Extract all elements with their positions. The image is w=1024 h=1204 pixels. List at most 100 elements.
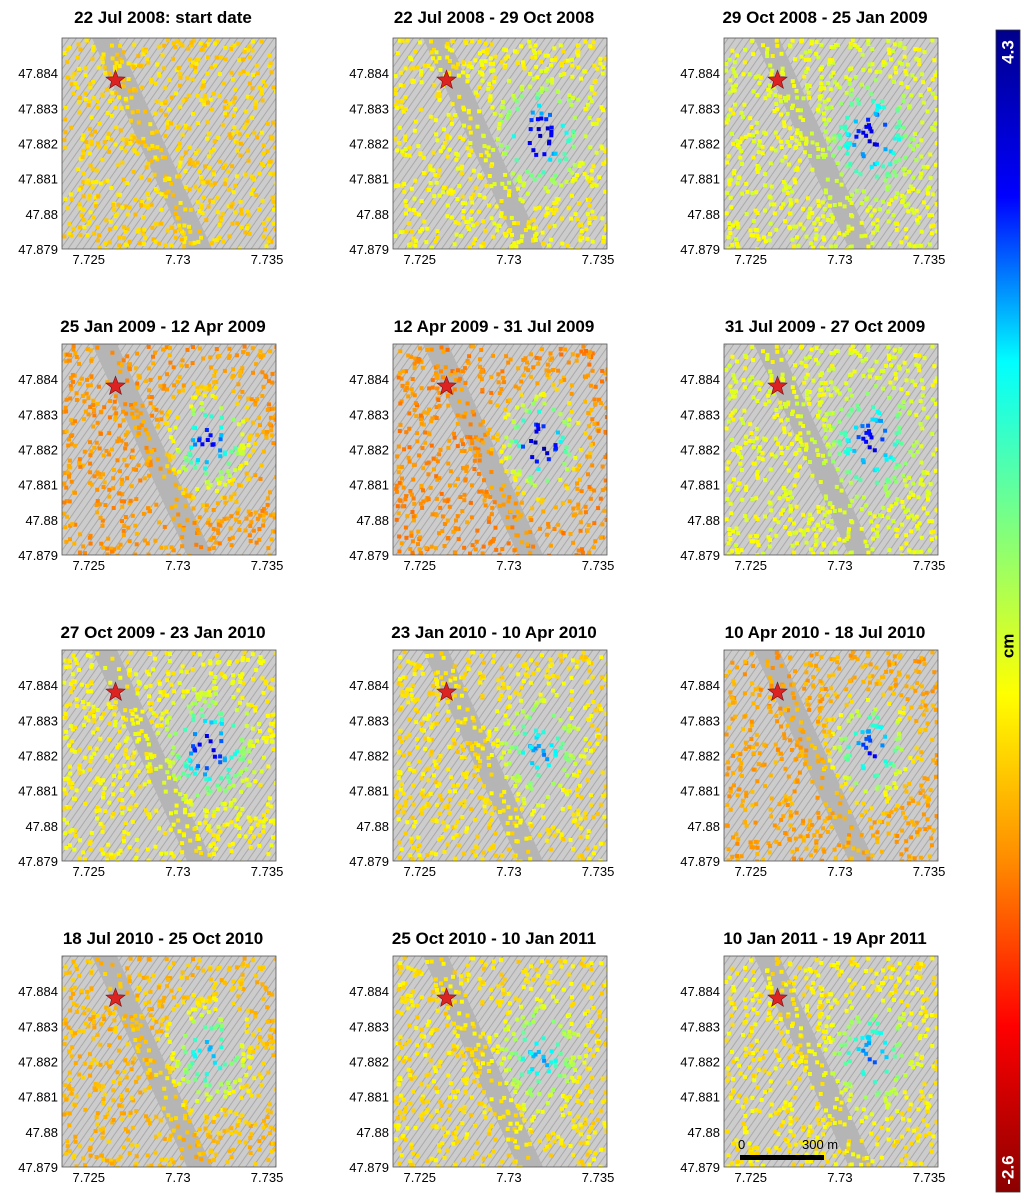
displacement-point	[530, 506, 535, 511]
displacement-point	[587, 354, 591, 359]
displacement-point	[571, 846, 576, 851]
displacement-point	[183, 456, 188, 460]
displacement-point	[497, 552, 502, 555]
displacement-point	[525, 542, 530, 547]
displacement-point	[771, 85, 776, 90]
displacement-point	[564, 445, 569, 449]
displacement-point	[126, 831, 131, 836]
displacement-point	[487, 427, 492, 432]
displacement-point	[180, 664, 185, 669]
displacement-point	[406, 761, 411, 766]
displacement-point	[176, 755, 181, 760]
displacement-point	[539, 111, 544, 116]
displacement-point	[165, 770, 170, 775]
displacement-point	[918, 549, 923, 554]
displacement-point	[64, 729, 69, 734]
displacement-point	[153, 81, 158, 86]
displacement-point	[586, 472, 590, 477]
displacement-point	[257, 85, 262, 90]
displacement-point	[200, 84, 205, 89]
displacement-point	[456, 782, 460, 787]
displacement-point	[186, 46, 191, 51]
displacement-point	[537, 205, 542, 210]
displacement-point	[203, 772, 207, 777]
displacement-point	[449, 215, 454, 220]
displacement-point	[887, 174, 892, 179]
displacement-point	[91, 709, 96, 714]
displacement-point	[868, 92, 873, 97]
displacement-point	[460, 509, 465, 513]
displacement-point	[461, 466, 465, 471]
displacement-point	[934, 162, 938, 167]
displacement-point	[481, 850, 486, 855]
displacement-point	[789, 442, 794, 446]
displacement-point	[517, 176, 521, 181]
displacement-point	[874, 384, 879, 389]
displacement-point	[922, 356, 927, 361]
displacement-point	[551, 407, 556, 412]
displacement-point	[599, 655, 604, 660]
displacement-point	[196, 530, 201, 535]
displacement-point	[794, 198, 799, 203]
displacement-point	[750, 191, 755, 195]
displacement-point	[794, 436, 799, 441]
displacement-point	[870, 368, 875, 373]
displacement-point	[796, 243, 801, 248]
displacement-point	[148, 768, 153, 773]
displacement-point	[477, 795, 482, 800]
displacement-point	[111, 202, 116, 207]
displacement-point	[544, 213, 549, 218]
displacement-point	[171, 365, 176, 370]
displacement-point	[461, 215, 465, 220]
displacement-point	[424, 461, 429, 466]
displacement-point	[872, 208, 877, 213]
displacement-point	[64, 845, 69, 850]
displacement-point	[271, 172, 276, 177]
displacement-point	[398, 70, 403, 75]
displacement-point	[65, 352, 70, 357]
displacement-point	[503, 56, 508, 61]
displacement-point	[425, 852, 430, 857]
displacement-point	[435, 373, 440, 378]
displacement-point	[465, 146, 470, 151]
displacement-point	[540, 347, 544, 352]
displacement-point	[274, 780, 276, 785]
displacement-point	[417, 547, 422, 552]
displacement-point	[73, 81, 78, 85]
displacement-point	[491, 353, 495, 358]
displacement-point	[271, 747, 276, 752]
displacement-point	[842, 204, 847, 209]
displacement-point	[545, 451, 550, 456]
displacement-point	[446, 445, 451, 450]
displacement-point	[247, 743, 252, 748]
displacement-point	[837, 231, 842, 236]
displacement-point	[63, 196, 68, 201]
displacement-point	[152, 753, 157, 758]
displacement-point	[424, 546, 429, 551]
displacement-point	[447, 59, 452, 63]
displacement-point	[146, 812, 151, 817]
displacement-point	[95, 499, 100, 503]
displacement-point	[728, 384, 733, 389]
displacement-point	[727, 221, 732, 225]
displacement-point	[586, 829, 591, 833]
displacement-point	[434, 513, 439, 518]
displacement-point	[589, 87, 594, 92]
displacement-point	[518, 179, 523, 183]
displacement-point	[506, 525, 511, 530]
displacement-point	[603, 56, 607, 61]
displacement-point	[408, 547, 413, 551]
displacement-point	[152, 172, 157, 177]
displacement-point	[919, 460, 924, 465]
displacement-point	[847, 527, 851, 532]
displacement-point	[118, 775, 122, 780]
displacement-point	[88, 210, 93, 215]
displacement-point	[917, 62, 922, 67]
displacement-point	[479, 175, 484, 180]
displacement-point	[819, 387, 824, 392]
displacement-point	[86, 103, 91, 107]
displacement-point	[731, 394, 736, 399]
displacement-point	[173, 45, 178, 50]
displacement-point	[835, 161, 840, 165]
displacement-point	[132, 42, 137, 47]
